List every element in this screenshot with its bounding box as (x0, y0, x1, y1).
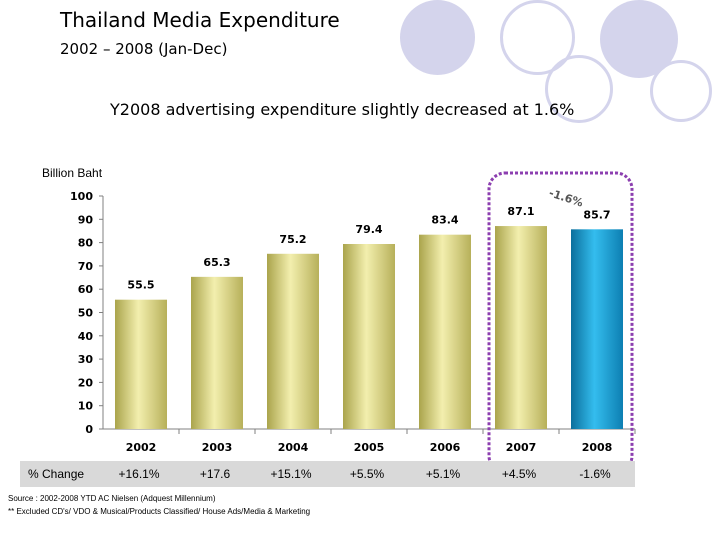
y-axis-unit: Billion Baht (42, 166, 103, 180)
y-tick-label: 90 (78, 213, 94, 226)
data-label: 75.2 (279, 233, 306, 246)
x-tick-label: 2004 (278, 441, 309, 454)
data-label: 85.7 (583, 208, 610, 221)
y-tick-label: 100 (70, 190, 93, 203)
x-tick-label: 2003 (202, 441, 233, 454)
pct-change-value: +5.5% (349, 467, 385, 481)
y-tick-label: 20 (78, 376, 94, 389)
data-label: 65.3 (203, 256, 230, 269)
y-tick-label: 80 (78, 237, 94, 250)
page-title: Thailand Media Expenditure (60, 8, 340, 32)
bar-2007 (495, 226, 547, 429)
bar-2002 (115, 299, 167, 429)
bar-2004 (267, 253, 319, 429)
pct-change-value: +17.6 (199, 467, 231, 481)
y-tick-label: 10 (78, 400, 94, 413)
bar-2005 (343, 243, 395, 429)
pct-change-value: +5.1% (425, 467, 461, 481)
data-label: 79.4 (355, 223, 382, 236)
decor-circle (400, 0, 475, 75)
change-annotation: -1.6% (547, 186, 584, 209)
headline: Y2008 advertising expenditure slightly d… (110, 100, 575, 119)
pct-change-value: -1.6% (579, 467, 611, 481)
bar-2008 (571, 229, 623, 429)
pct-change-value: +16.1% (118, 467, 160, 481)
decor-circle (650, 60, 712, 122)
decor-circle (545, 55, 613, 123)
pct-change-label: % Change (28, 467, 85, 481)
y-tick-label: 0 (85, 423, 93, 436)
x-tick-label: 2005 (354, 441, 385, 454)
y-tick-label: 50 (78, 307, 94, 320)
x-tick-label: 2008 (582, 441, 613, 454)
data-label: 55.5 (127, 279, 154, 292)
pct-change-strip (20, 461, 635, 487)
y-tick-label: 70 (78, 260, 94, 273)
bar-2006 (419, 234, 471, 429)
y-tick-label: 60 (78, 283, 94, 296)
highlight-box (487, 171, 634, 474)
page-subtitle: 2002 – 2008 (Jan-Dec) (60, 40, 228, 58)
data-label: 87.1 (507, 205, 534, 218)
source-note: Source : 2002-2008 YTD AC Nielsen (Adque… (8, 494, 216, 503)
x-tick-label: 2006 (430, 441, 461, 454)
data-label: 83.4 (431, 214, 458, 227)
exclusion-note: ** Excluded CD's/ VDO & Musical/Products… (8, 507, 311, 516)
y-tick-label: 30 (78, 353, 94, 366)
decor-circle (500, 0, 575, 75)
bar-2003 (191, 276, 243, 429)
y-tick-label: 40 (78, 330, 94, 343)
pct-change-value: +4.5% (501, 467, 537, 481)
x-tick-label: 2007 (506, 441, 537, 454)
pct-change-value: +15.1% (270, 467, 312, 481)
x-tick-label: 2002 (126, 441, 157, 454)
